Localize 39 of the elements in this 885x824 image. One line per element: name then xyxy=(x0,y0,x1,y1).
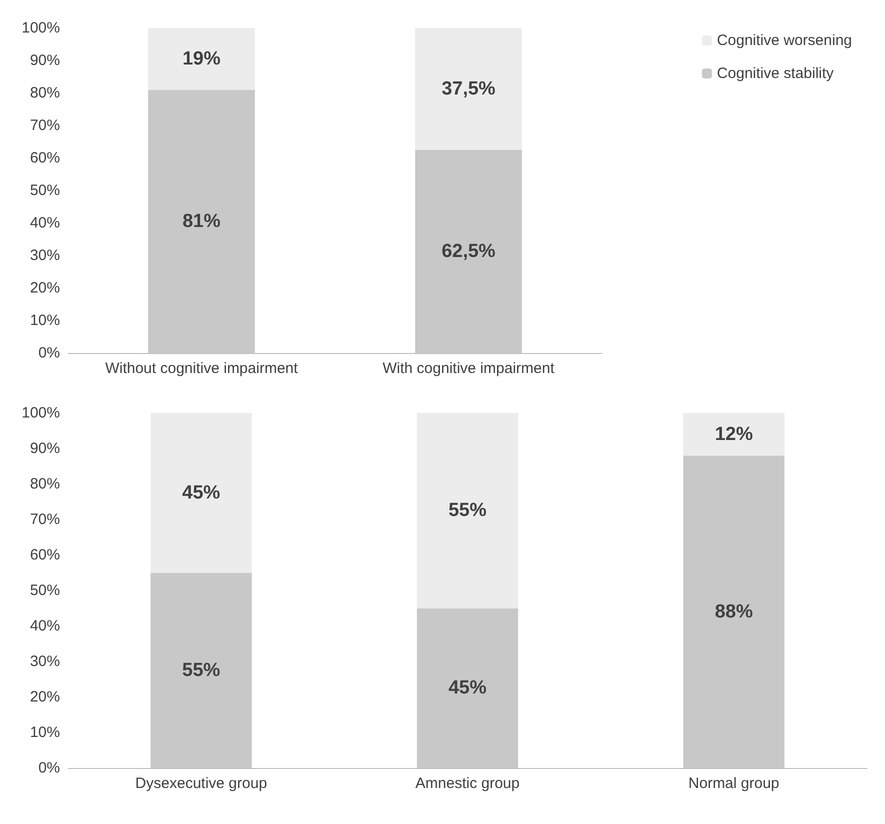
y-tick-label: 60% xyxy=(30,150,60,166)
data-label: 55% xyxy=(182,660,220,681)
x-tick-label: Amnestic group xyxy=(415,775,520,792)
y-tick-label: 0% xyxy=(38,344,60,362)
data-label: 88% xyxy=(714,601,753,622)
data-label: 62,5% xyxy=(442,240,496,262)
y-tick-label: 80% xyxy=(30,476,60,492)
y-tick-label: 30% xyxy=(30,653,60,670)
y-tick-label: 0% xyxy=(38,760,60,776)
y-tick-label: 40% xyxy=(30,214,60,232)
y-tick-label: 40% xyxy=(30,618,60,634)
data-label: 37,5% xyxy=(442,78,496,100)
x-tick-label: Without cognitive impairment xyxy=(105,360,299,377)
y-tick-label: 20% xyxy=(30,280,60,296)
y-tick-label: 10% xyxy=(30,724,60,741)
y-tick-label: 80% xyxy=(30,84,60,102)
legend-label: Cognitive stability xyxy=(716,65,834,82)
data-label: 12% xyxy=(714,424,753,445)
y-tick-label: 90% xyxy=(30,52,60,69)
x-tick-label: With cognitive impairment xyxy=(382,360,556,377)
y-tick-label: 60% xyxy=(30,546,60,564)
data-label: 81% xyxy=(182,210,221,232)
data-label: 45% xyxy=(448,678,487,699)
y-tick-label: 10% xyxy=(30,312,60,329)
data-label: 19% xyxy=(182,48,221,70)
y-tick-label: 70% xyxy=(30,511,60,528)
y-tick-label: 70% xyxy=(30,117,60,134)
y-tick-label: 90% xyxy=(30,440,60,457)
y-tick-label: 50% xyxy=(30,182,60,199)
legend-label: Cognitive worsening xyxy=(716,32,852,49)
y-tick-label: 50% xyxy=(30,582,60,599)
y-tick-label: 100% xyxy=(22,404,60,422)
x-tick-label: Dysexecutive group xyxy=(135,775,268,792)
data-label: 45% xyxy=(182,482,220,504)
y-tick-label: 20% xyxy=(30,688,60,706)
data-label: 55% xyxy=(448,500,487,522)
y-tick-label: 30% xyxy=(30,247,60,264)
y-tick-label: 100% xyxy=(22,20,60,36)
x-tick-label: Normal group xyxy=(688,775,780,792)
